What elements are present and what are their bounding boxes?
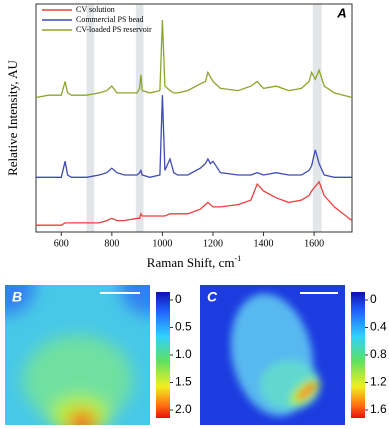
spectrum-line	[35, 19, 353, 99]
legend-label: CV-loaded PS reservoir	[76, 25, 152, 34]
spectrum-line	[36, 180, 353, 226]
panel-letter: B	[12, 289, 22, 305]
heatmap-b	[5, 285, 150, 425]
x-axis-label: Raman Shift, cm-1	[147, 254, 241, 270]
heatmap-c	[200, 285, 345, 425]
panel-letter: C	[207, 289, 218, 305]
x-tick-label: 800	[104, 238, 119, 249]
x-axis-label-superscript: -1	[235, 254, 242, 263]
x-tick-label: 1200	[203, 238, 223, 249]
x-tick-label: 1000	[152, 238, 172, 249]
colorbar-tick-label: 2.0	[175, 402, 192, 416]
highlight-band	[312, 4, 322, 232]
colorbar-tick-label: 1.6	[370, 402, 387, 416]
panel-letter: A	[336, 5, 346, 20]
colorbar-tick-label: 0.5	[175, 320, 192, 334]
colorbar	[156, 292, 170, 418]
x-tick-label: 1600	[304, 238, 324, 249]
highlight-band	[135, 4, 144, 232]
colorbar	[351, 292, 365, 418]
colorbar-tick-label: 1.5	[175, 375, 192, 389]
x-tick-label: 1400	[254, 238, 274, 249]
colorbar-tick-label: 0	[370, 292, 377, 306]
x-tick-label: 600	[54, 238, 69, 249]
x-axis-label-text: Raman Shift, cm	[147, 255, 235, 270]
plot-frame	[35, 3, 353, 233]
colorbar-tick-label: 1.2	[370, 375, 387, 389]
y-axis-label: Relative Intensity, AU	[5, 60, 20, 176]
legend-label: CV solution	[76, 5, 115, 14]
legend-label: Commercial PS bead	[76, 15, 144, 24]
colorbar-tick-label: 1.0	[175, 347, 192, 361]
colorbar-tick-label: 0	[175, 292, 182, 306]
colorbar-tick-label: 0.4	[370, 320, 387, 334]
highlight-band	[86, 4, 95, 232]
spectrum-line	[36, 95, 352, 178]
colorbar-tick-label: 0.8	[370, 347, 387, 361]
